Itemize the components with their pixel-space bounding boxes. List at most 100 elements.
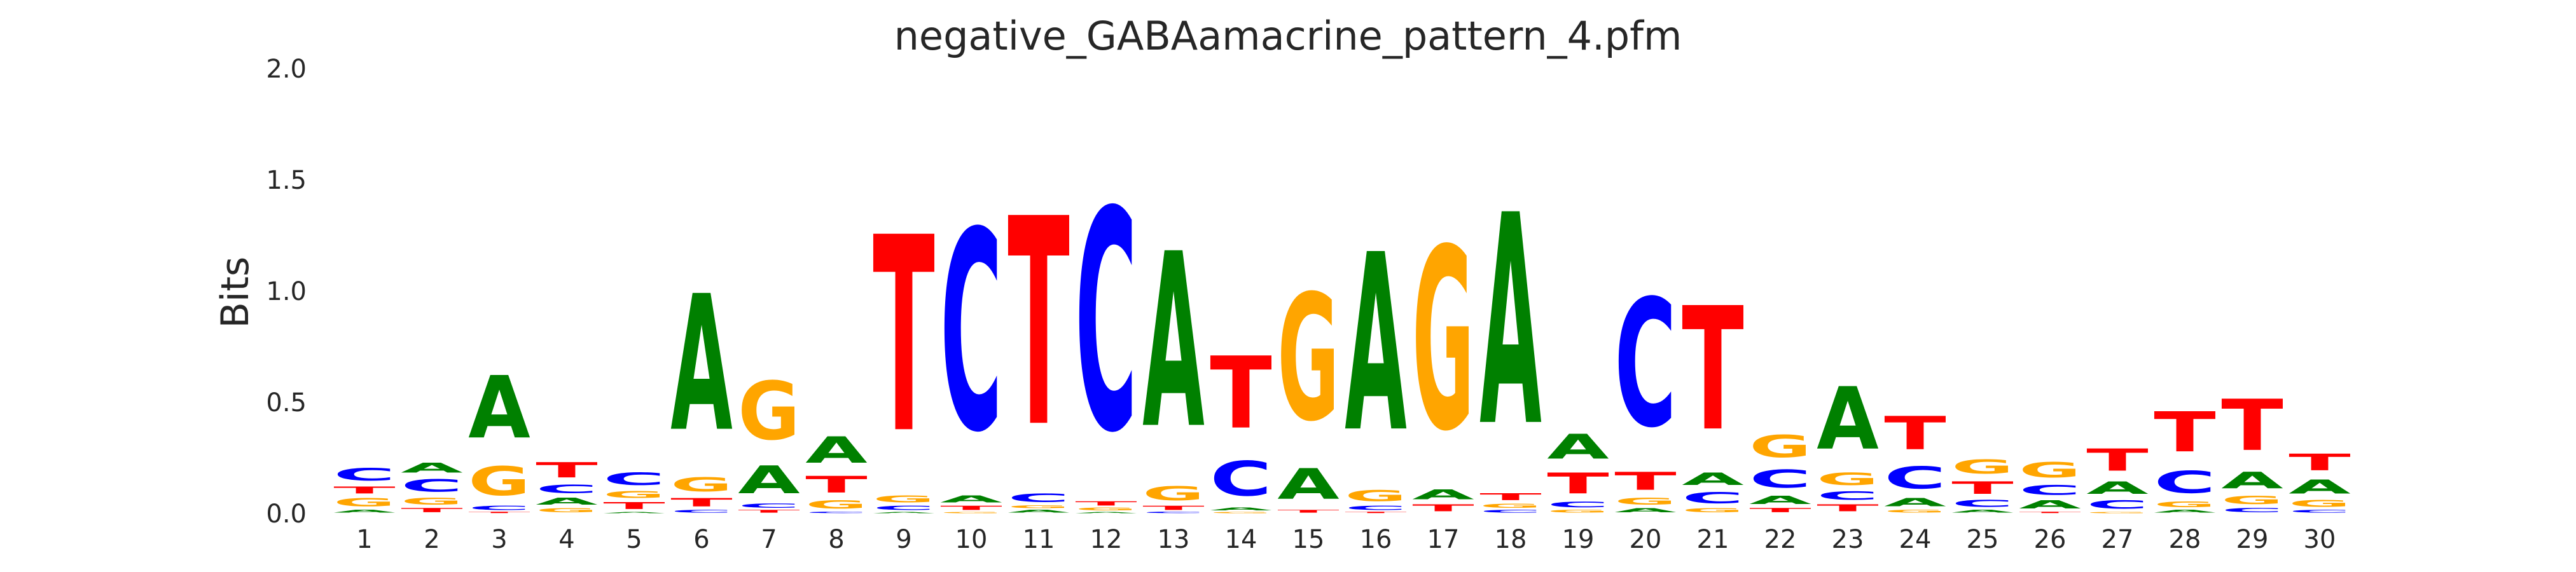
logo-letter-t: T	[873, 182, 935, 493]
logo-letter-c: C	[2154, 465, 2216, 500]
logo-letter-c: C	[1210, 452, 1272, 507]
logo-letter-c: C	[1614, 262, 1677, 466]
logo-letter-t: T	[738, 509, 800, 514]
x-tick-label: 2	[424, 525, 440, 554]
logo-letter-c: C	[2289, 509, 2351, 514]
logo-letter-c: C	[1479, 509, 1542, 514]
x-tick-label: 16	[1360, 525, 1392, 554]
logo-letter-t: T	[1749, 507, 1811, 514]
logo-letter-c: C	[805, 512, 868, 514]
logo-letter-g: G	[2289, 498, 2351, 508]
logo-letter-g: G	[1614, 496, 1677, 507]
logo-letter-g: G	[940, 512, 1002, 514]
logo-letter-a: A	[1075, 512, 1137, 514]
logo-letter-t: T	[1412, 503, 1474, 514]
x-tick-label: 10	[955, 525, 988, 554]
x-tick-label: 27	[2102, 525, 2134, 554]
logo-letter-t: T	[1951, 478, 2014, 498]
logo-letter-g: G	[536, 507, 598, 514]
logo-letter-c: C	[1749, 465, 1811, 493]
logo-letter-t: T	[2289, 449, 2351, 475]
logo-letter-c: C	[2019, 482, 2081, 498]
x-tick-label: 4	[558, 525, 574, 554]
logo-letter-c: C	[2221, 507, 2283, 514]
x-axis-ticks: 1 2 3 4 5 6 7 8 9 10 11 12 13 14 15 16 17 18 19 20 21 22 23 24 2…	[356, 525, 2336, 554]
logo-letter-stacks: AGTCTGCATCGAGACTATGCCTGATCAGCGTAACGTGTAC…	[333, 148, 2351, 514]
y-tick-label: 1.5	[266, 166, 307, 195]
logo-letter-g: G	[1749, 430, 1811, 465]
logo-letter-t: T	[1547, 467, 1609, 500]
logo-letter-t: T	[401, 507, 462, 514]
logo-letter-t: T	[2154, 400, 2215, 464]
logo-letter-a: A	[1682, 469, 1744, 489]
logo-letter-t: T	[536, 458, 598, 482]
x-tick-label: 24	[1899, 525, 1932, 554]
x-tick-label: 13	[1158, 525, 1190, 554]
y-axis-label: Bits	[213, 257, 258, 329]
logo-letter-t: T	[1210, 336, 1272, 451]
logo-letter-a: A	[2086, 478, 2149, 498]
logo-letter-t: T	[670, 496, 733, 509]
x-tick-label: 3	[491, 525, 507, 554]
x-tick-label: 26	[2034, 525, 2067, 554]
x-tick-label: 7	[761, 525, 777, 554]
x-tick-label: 9	[896, 525, 911, 554]
logo-letter-a: A	[1345, 203, 1407, 486]
chart-title: negative_GABAamacrine_pattern_4.pfm	[894, 13, 1682, 59]
logo-letter-c: C	[940, 174, 1002, 493]
logo-letter-g: G	[468, 458, 530, 505]
logo-letter-t: T	[940, 505, 1002, 511]
logo-letter-g: G	[1479, 503, 1542, 509]
logo-letter-a: A	[1951, 509, 2013, 514]
logo-letter-t: T	[1884, 407, 1946, 460]
x-tick-label: 15	[1292, 525, 1325, 554]
logo-letter-a: A	[401, 460, 463, 475]
logo-letter-g: G	[2019, 458, 2081, 483]
y-axis-ticks: 0.0 0.5 1.0 1.5 2.0	[266, 55, 307, 529]
y-tick-label: 0.5	[266, 388, 307, 418]
logo-letter-a: A	[873, 512, 935, 514]
x-tick-label: 25	[1967, 525, 1999, 554]
logo-letter-a: A	[1008, 509, 1069, 514]
logo-letter-g: G	[670, 474, 732, 496]
logo-letter-a: A	[1277, 460, 1340, 509]
x-tick-label: 11	[1023, 525, 1055, 554]
logo-letter-t: T	[2086, 443, 2149, 479]
logo-letter-g: G	[603, 489, 665, 500]
x-tick-label: 1	[356, 525, 372, 554]
logo-letter-a: A	[1210, 507, 1271, 512]
logo-letter-a: A	[1142, 203, 1205, 482]
logo-letter-c: C	[1884, 460, 1946, 496]
logo-letter-t: T	[603, 500, 665, 511]
logo-letter-a: A	[1614, 507, 1676, 514]
logo-letter-t: T	[1817, 503, 1879, 514]
logo-letter-c: C	[873, 505, 935, 511]
logo-letter-a: A	[940, 494, 1002, 505]
logo-letter-c: C	[468, 505, 530, 511]
x-tick-label: 28	[2169, 525, 2201, 554]
logo-letter-a: A	[1479, 153, 1542, 490]
x-tick-label: 19	[1562, 525, 1595, 554]
y-tick-label: 2.0	[266, 55, 307, 84]
logo-letter-a: A	[2019, 498, 2081, 512]
logo-letter-g: G	[1682, 507, 1744, 514]
logo-letter-a: A	[1749, 494, 1811, 507]
logo-letter-t: T	[1008, 158, 1070, 491]
logo-letter-c: C	[1682, 489, 1744, 507]
logo-letter-g: G	[2154, 500, 2215, 509]
